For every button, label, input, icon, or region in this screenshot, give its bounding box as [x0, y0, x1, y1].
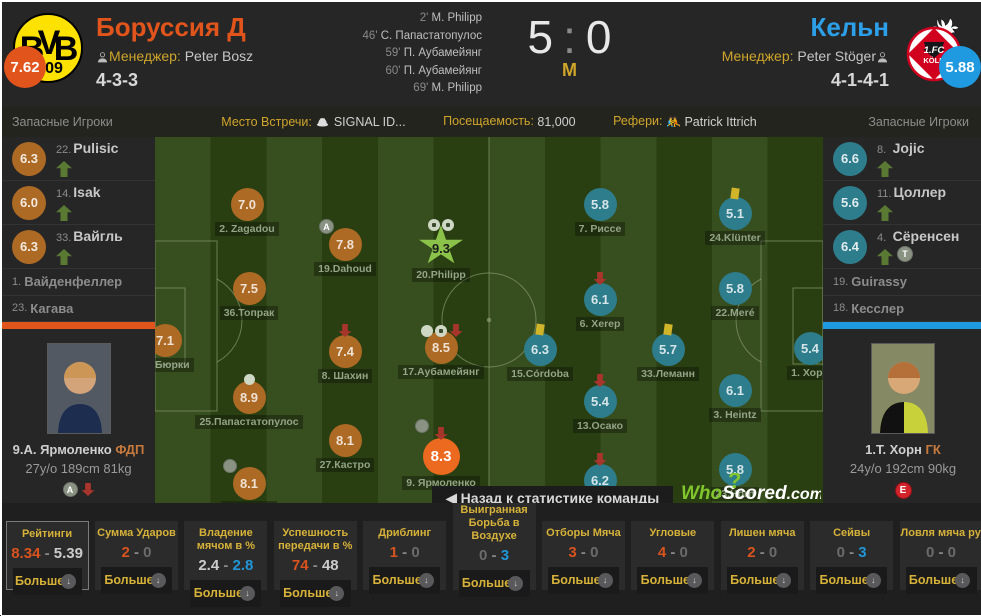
- svg-text:WhoScored.com: WhoScored.com: [681, 483, 821, 503]
- svg-text:09: 09: [45, 60, 63, 77]
- svg-text:1.FC: 1.FC: [924, 45, 945, 56]
- svg-text:?: ?: [728, 473, 741, 493]
